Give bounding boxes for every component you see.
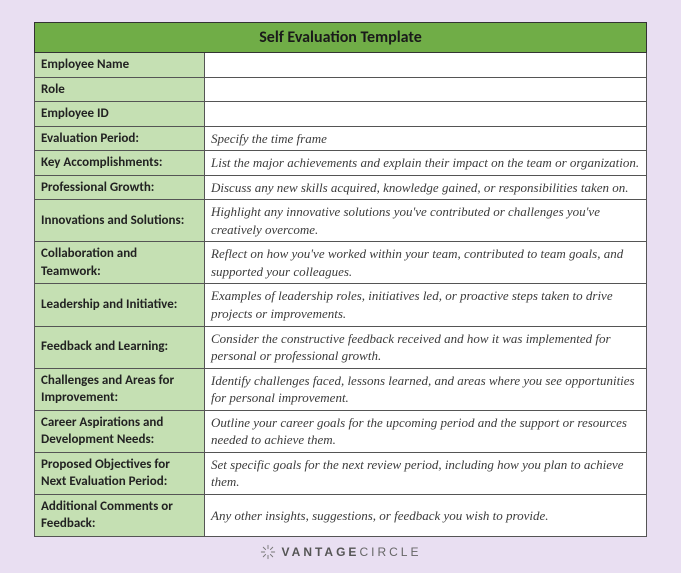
self-evaluation-table: Self Evaluation Template Employee NameRo…	[34, 22, 647, 537]
brand-bold: VANTAGE	[282, 545, 360, 559]
table-row: Leadership and Initiative:Examples of le…	[35, 284, 647, 326]
row-label: Key Accomplishments:	[35, 151, 205, 176]
row-label: Evaluation Period:	[35, 126, 205, 151]
table-row: Professional Growth:Discuss any new skil…	[35, 175, 647, 200]
row-label: Feedback and Learning:	[35, 326, 205, 368]
brand-text: VANTAGECIRCLE	[282, 545, 422, 559]
row-value	[205, 77, 647, 102]
row-label: Role	[35, 77, 205, 102]
row-value: Specify the time frame	[205, 126, 647, 151]
table-row: Challenges and Areas for Improvement:Ide…	[35, 368, 647, 410]
row-label: Employee Name	[35, 53, 205, 78]
row-value: List the major achievements and explain …	[205, 151, 647, 176]
table-row: Employee Name	[35, 53, 647, 78]
table-row: Career Aspirations and Development Needs…	[35, 410, 647, 452]
table-row: Employee ID	[35, 102, 647, 127]
row-label: Proposed Objectives for Next Evaluation …	[35, 452, 205, 494]
row-label: Professional Growth:	[35, 175, 205, 200]
row-value: Identify challenges faced, lessons learn…	[205, 368, 647, 410]
row-label: Leadership and Initiative:	[35, 284, 205, 326]
row-value: Examples of leadership roles, initiative…	[205, 284, 647, 326]
row-label: Challenges and Areas for Improvement:	[35, 368, 205, 410]
row-value: Any other insights, suggestions, or feed…	[205, 494, 647, 536]
brand-light: CIRCLE	[359, 545, 421, 559]
table-row: Role	[35, 77, 647, 102]
table-body: Employee NameRoleEmployee IDEvaluation P…	[35, 53, 647, 537]
spark-icon	[260, 544, 276, 560]
row-value	[205, 53, 647, 78]
row-label: Additional Comments or Feedback:	[35, 494, 205, 536]
row-value	[205, 102, 647, 127]
row-value: Discuss any new skills acquired, knowled…	[205, 175, 647, 200]
row-label: Collaboration and Teamwork:	[35, 242, 205, 284]
table-row: Innovations and Solutions:Highlight any …	[35, 200, 647, 242]
row-label: Innovations and Solutions:	[35, 200, 205, 242]
row-value: Consider the constructive feedback recei…	[205, 326, 647, 368]
table-row: Additional Comments or Feedback:Any othe…	[35, 494, 647, 536]
table-row: Proposed Objectives for Next Evaluation …	[35, 452, 647, 494]
row-value: Reflect on how you've worked within your…	[205, 242, 647, 284]
row-value: Highlight any innovative solutions you'v…	[205, 200, 647, 242]
table-row: Collaboration and Teamwork:Reflect on ho…	[35, 242, 647, 284]
table-row: Evaluation Period:Specify the time frame	[35, 126, 647, 151]
row-label: Career Aspirations and Development Needs…	[35, 410, 205, 452]
row-value: Outline your career goals for the upcomi…	[205, 410, 647, 452]
row-label: Employee ID	[35, 102, 205, 127]
table-title: Self Evaluation Template	[35, 23, 647, 53]
table-row: Feedback and Learning:Consider the const…	[35, 326, 647, 368]
brand-logo: VANTAGECIRCLE	[34, 541, 647, 563]
row-value: Set specific goals for the next review p…	[205, 452, 647, 494]
table-row: Key Accomplishments:List the major achie…	[35, 151, 647, 176]
